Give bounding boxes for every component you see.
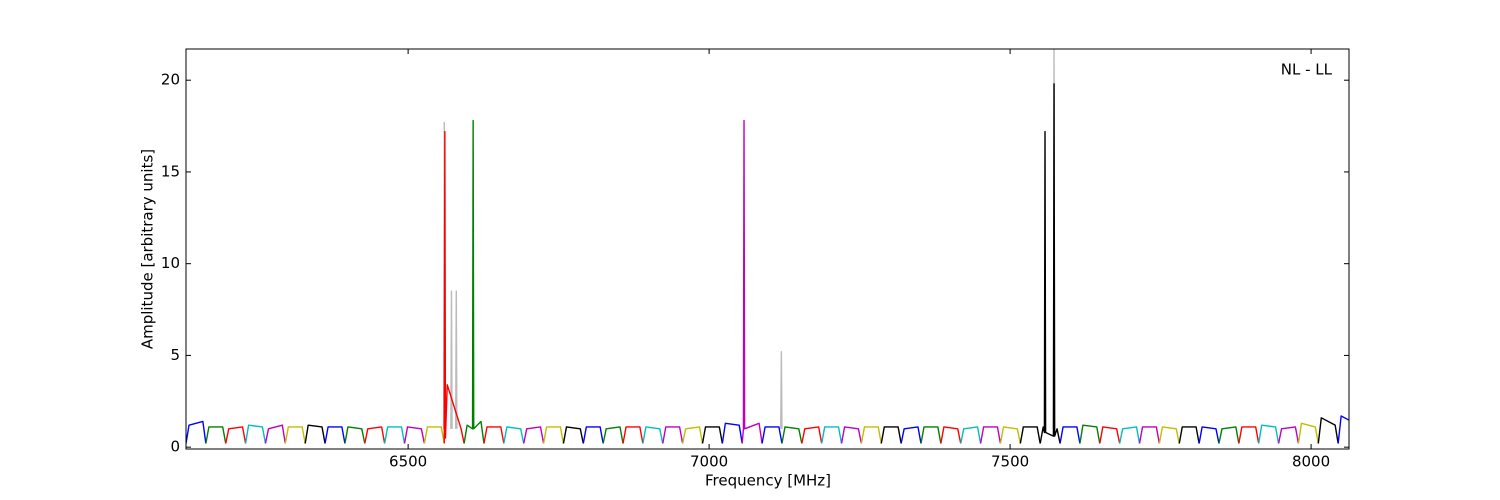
spectrum-line [304,424,326,444]
spectrum-line [1277,426,1300,444]
spectrum-line [781,426,803,444]
spectrum-line [979,426,1002,444]
spectrum-line [701,426,724,444]
spectrum-line [1158,426,1180,444]
spectrum-line [840,426,863,444]
spectrum-line [880,426,902,444]
spectrum-line [1079,424,1101,444]
spectrum-line [602,426,624,444]
spectrum-line [1198,426,1220,444]
spectrum-line [1258,424,1280,444]
spectrum-line [205,426,227,444]
spectrum-line [443,130,465,444]
spectrum-line [940,426,962,444]
spectrum-line [1297,422,1319,444]
spectrum-line [463,119,485,444]
spectrum-line [642,426,664,444]
spectrum-line [960,426,982,444]
x-tick-label: 6500 [389,453,427,471]
spectrum-line [999,426,1022,444]
y-axis-label: Amplitude [arbitrary units] [139,149,157,349]
spectrum-line [364,426,386,444]
spectrum-line [860,426,882,444]
plot-lines [186,49,1349,444]
spectrum-line [1099,426,1121,444]
spectrum-line [780,351,783,429]
spectrum-line [483,426,505,444]
spectrum-line [542,426,565,444]
spectrum-line [284,426,306,444]
spectrum-line [264,424,287,444]
y-tick-label: 0 [170,438,180,456]
spectrum-line [1039,83,1061,444]
y-tick-label: 10 [161,254,180,272]
spectrum-line [450,290,453,429]
x-tick-label: 7000 [690,453,728,471]
spectrum-line [324,426,346,444]
spectrum-line [423,426,445,444]
spectrum-line [801,426,823,444]
spectrum-line [1238,426,1260,444]
x-tick-label: 8000 [1292,453,1330,471]
spectrum-line [244,424,267,444]
spectrum-line [1118,426,1141,444]
spectrum-line [344,426,366,444]
spectrum-line [820,426,843,444]
spectrum-line [1337,415,1349,444]
spectrum-line [1178,426,1200,444]
spectrum-line [721,422,743,444]
spectrum-line [225,426,247,444]
spectrum-line [622,426,644,444]
spectrum-line [761,426,783,444]
spectrum-line [1138,426,1161,444]
spectrum-line [562,426,584,444]
y-tick-label: 5 [170,346,180,364]
plot-frame [185,48,1350,450]
spectrum-line [681,426,704,444]
spectrum-line [383,426,406,444]
spectrum-line [920,426,942,444]
spectrum-line [523,426,545,444]
spectrum-line [186,420,207,444]
spectrum-line [1317,417,1339,444]
spectrum-line [741,119,763,444]
y-tick-label: 20 [161,71,180,89]
spectrum-line [662,426,684,444]
y-tick-label: 15 [161,162,180,180]
x-axis-label: Frequency [MHz] [705,472,831,490]
annotation: NL - LL [1281,61,1333,79]
spectrum-line [1218,426,1240,444]
spectrum-line [403,426,426,444]
x-tick-label: 7500 [991,453,1029,471]
spectrum-line [503,426,525,444]
spectrum-line [900,426,922,444]
spectrum-line [454,290,458,429]
spectrum-line [1019,426,1041,444]
spectrum-line [1059,426,1081,444]
spectrum-line [582,426,604,444]
